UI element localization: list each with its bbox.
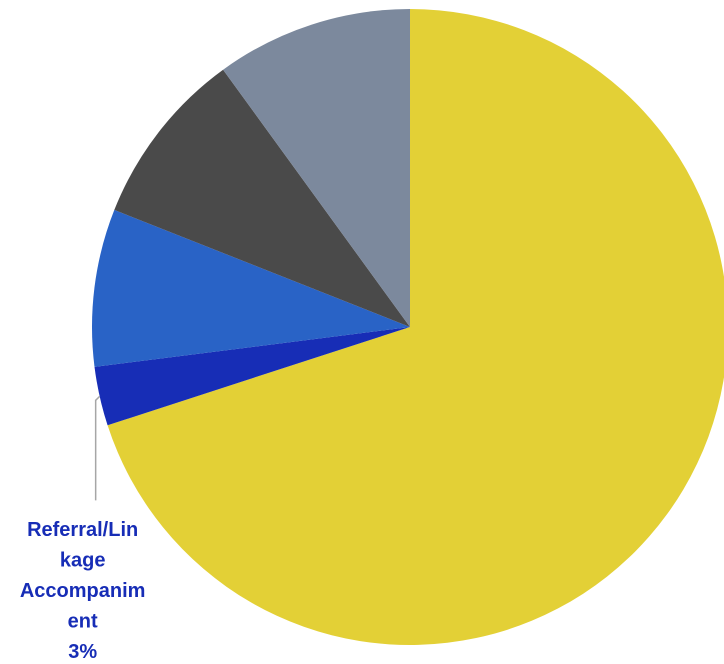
- leader-line-1: [94, 395, 101, 501]
- slice-label-1: Referral/Lin kage Accompanim ent 3%: [20, 519, 146, 663]
- slice-labels: Referral/Lin kage Accompanim ent 3%: [20, 519, 146, 663]
- slice-label-line: ent: [68, 611, 98, 633]
- pie-slice-2: [92, 209, 410, 367]
- slice-label-line: Referral/Lin: [27, 519, 138, 541]
- slice-label-line: kage: [60, 550, 106, 572]
- slice-label-line: Accompanim: [20, 580, 146, 602]
- pie-slice-1: [94, 327, 411, 426]
- pie-slice-0: [107, 9, 724, 645]
- slice-label-line: 3%: [68, 641, 97, 663]
- pie-slice-4: [223, 9, 410, 327]
- leader-lines: [94, 395, 101, 501]
- pie-slices: [92, 9, 724, 645]
- pie-slice-3: [114, 69, 410, 327]
